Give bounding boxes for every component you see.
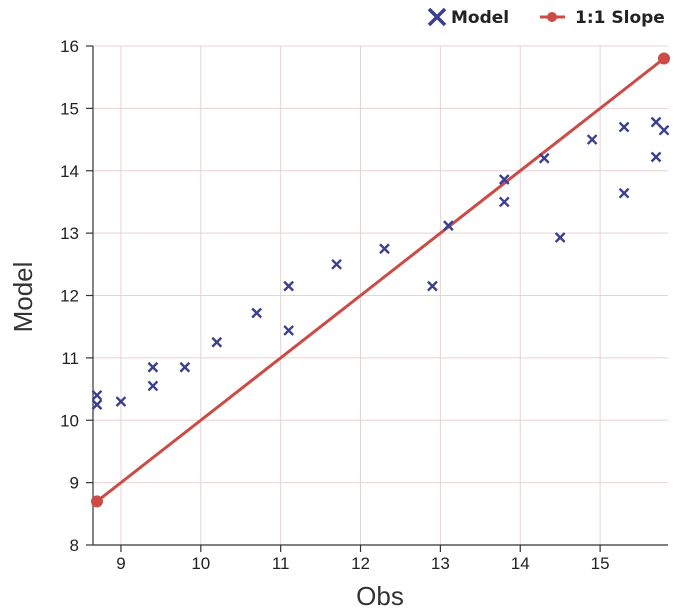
model-point bbox=[498, 174, 510, 185]
y-tick-label: 12 bbox=[60, 287, 79, 306]
grid bbox=[93, 45, 668, 546]
x-tick-label: 14 bbox=[511, 554, 530, 573]
model-point bbox=[91, 399, 103, 411]
model-point bbox=[650, 151, 662, 163]
model-point bbox=[147, 380, 159, 392]
x-tick-label: 10 bbox=[191, 554, 210, 573]
y-tick-label: 10 bbox=[60, 411, 79, 430]
model-point bbox=[618, 121, 630, 133]
y-tick-label: 16 bbox=[60, 37, 79, 56]
model-point bbox=[147, 361, 159, 373]
legend-model-label: Model bbox=[451, 8, 509, 28]
slope-line-layer bbox=[90, 52, 671, 508]
model-point bbox=[283, 325, 295, 336]
model-point bbox=[115, 396, 127, 407]
model-point bbox=[498, 196, 510, 208]
y-tick-label: 14 bbox=[60, 162, 79, 181]
x-tick-label: 13 bbox=[431, 554, 450, 573]
slope-endpoint bbox=[658, 52, 671, 65]
x-axis-title: Obs bbox=[356, 581, 404, 611]
legend-slope-line-icon bbox=[540, 12, 565, 22]
tick-labels: 8 9 10 11 12 13 14 15 16 9 10 11 12 13 14 15 bbox=[60, 37, 610, 573]
model-point bbox=[331, 258, 342, 270]
model-point bbox=[427, 280, 438, 292]
x-tick-label: 9 bbox=[116, 554, 125, 573]
model-points-layer bbox=[91, 116, 670, 411]
model-point bbox=[251, 307, 263, 319]
x-tick-label: 15 bbox=[591, 554, 610, 573]
model-point bbox=[379, 243, 390, 255]
legend: Model 1:1 Slope bbox=[427, 7, 665, 28]
slope-endpoint bbox=[90, 495, 103, 508]
model-point bbox=[443, 220, 454, 231]
y-tick-label: 8 bbox=[70, 536, 79, 555]
y-tick-label: 11 bbox=[61, 349, 79, 368]
y-axis-title: Model bbox=[8, 262, 38, 333]
model-point bbox=[586, 134, 598, 145]
model-point bbox=[211, 336, 223, 348]
axes bbox=[86, 45, 668, 552]
slope-line bbox=[96, 57, 665, 503]
legend-model-marker-icon bbox=[427, 7, 447, 27]
model-point bbox=[179, 361, 191, 373]
y-tick-label: 15 bbox=[60, 99, 79, 118]
model-point bbox=[658, 124, 670, 136]
model-point bbox=[554, 232, 566, 243]
x-tick-label: 12 bbox=[351, 554, 370, 573]
model-point bbox=[618, 187, 630, 199]
y-tick-label: 13 bbox=[60, 224, 79, 243]
model-point bbox=[283, 280, 295, 292]
model-point bbox=[538, 152, 550, 164]
y-tick-label: 9 bbox=[70, 474, 79, 493]
legend-slope-label: 1:1 Slope bbox=[575, 8, 665, 28]
model-point bbox=[91, 389, 103, 401]
x-tick-label: 11 bbox=[272, 554, 290, 573]
model-point bbox=[650, 116, 662, 128]
